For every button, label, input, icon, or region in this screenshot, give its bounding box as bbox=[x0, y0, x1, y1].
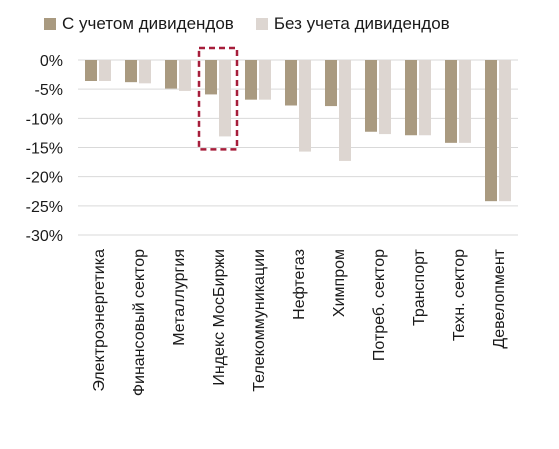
x-tick-label: Техн. сектор bbox=[451, 249, 468, 341]
bar bbox=[499, 60, 511, 202]
y-tick-label: -20% bbox=[26, 170, 63, 187]
bar bbox=[365, 60, 377, 132]
legend-swatch-without-dividends bbox=[255, 18, 268, 30]
bar bbox=[379, 60, 391, 135]
legend-label-with-dividends: С учетом дивидендов bbox=[62, 14, 234, 33]
bar bbox=[405, 60, 417, 136]
y-tick-label: 0% bbox=[40, 53, 63, 70]
bars bbox=[85, 60, 511, 202]
y-tick-label: -15% bbox=[26, 141, 63, 158]
x-tick-label: Нефтегаз bbox=[291, 249, 308, 320]
legend-label-without-dividends: Без учета дивидендов bbox=[273, 14, 450, 33]
bar bbox=[285, 60, 297, 106]
y-tick-label: -30% bbox=[26, 228, 63, 245]
legend-swatch-with-dividends bbox=[44, 18, 56, 30]
grid-lines bbox=[78, 59, 518, 236]
x-tick-label: Индекс МосБиржи bbox=[211, 249, 228, 386]
y-axis-ticks: 0% -5% -10% -15% -20% -25% -30% bbox=[26, 53, 63, 245]
bar bbox=[179, 60, 191, 91]
bar bbox=[245, 60, 257, 100]
x-tick-label: Металлургия bbox=[171, 249, 188, 346]
x-axis-ticks: Электроэнергетика Финансовый сектор Металл… bbox=[91, 248, 508, 396]
legend-item-without-dividends: Без учета дивидендов bbox=[255, 14, 450, 34]
bar bbox=[259, 60, 271, 100]
bar bbox=[459, 60, 471, 143]
x-tick-label: Финансовый сектор bbox=[131, 249, 148, 396]
bar bbox=[99, 60, 111, 81]
x-tick-label: Электроэнергетика bbox=[91, 249, 108, 392]
highlight-dashed-box bbox=[197, 46, 239, 151]
bar bbox=[445, 60, 457, 143]
bar bbox=[219, 60, 231, 137]
highlight-box bbox=[197, 46, 239, 151]
y-tick-label: -25% bbox=[26, 199, 63, 216]
legend-item-with-dividends: С учетом дивидендов bbox=[44, 14, 234, 34]
bar bbox=[339, 60, 351, 161]
y-tick-label: -10% bbox=[26, 111, 63, 128]
bar bbox=[485, 60, 497, 202]
bar bbox=[85, 60, 97, 81]
bar bbox=[165, 60, 177, 89]
x-tick-label: Потреб. сектор bbox=[371, 249, 388, 361]
bar bbox=[419, 60, 431, 136]
x-tick-label: Химпром bbox=[331, 249, 348, 317]
bar bbox=[125, 60, 137, 83]
y-tick-label: -5% bbox=[35, 82, 63, 99]
bar bbox=[139, 60, 151, 84]
chart-legend: С учетом дивидендов Без учета дивидендов bbox=[44, 14, 472, 34]
x-tick-label: Транспорт bbox=[411, 248, 428, 326]
bar bbox=[299, 60, 311, 152]
bar bbox=[325, 60, 337, 107]
bar bbox=[205, 60, 217, 95]
x-tick-label: Телекоммуникации bbox=[251, 249, 268, 392]
x-tick-label: Девелопмент bbox=[491, 248, 508, 348]
